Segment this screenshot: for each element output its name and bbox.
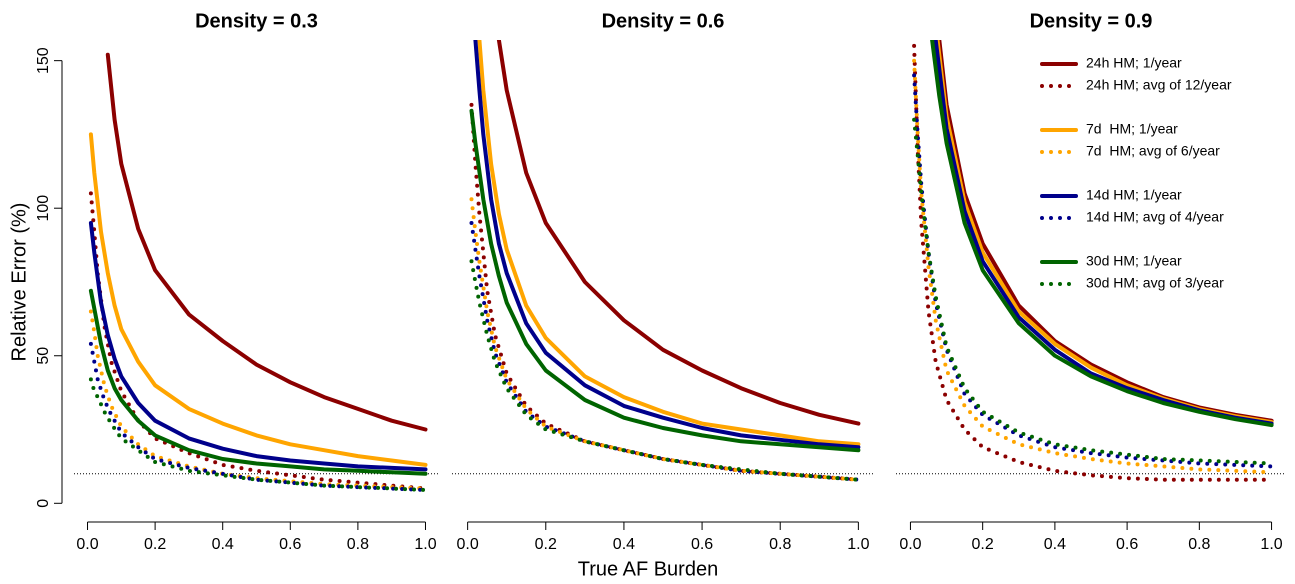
x-tick-label: 0.6: [1116, 536, 1138, 553]
x-tick-label: 1.0: [1260, 536, 1282, 553]
solid-line: [473, 40, 861, 450]
panel-title: Density = 0.6: [602, 10, 725, 32]
dotted-line: [912, 58, 1274, 475]
solid-line: [930, 40, 1274, 428]
plot-area: [88, 52, 428, 492]
y-tick-label: 50: [35, 347, 52, 365]
legend-label: 7d HM; avg of 6/year: [1086, 143, 1220, 159]
x-tick-label: 0.2: [144, 536, 166, 553]
y-tick-label: 100: [35, 195, 52, 222]
dotted-line: [912, 43, 1274, 482]
solid-line: [105, 52, 428, 432]
x-tick-label: 0.0: [76, 536, 98, 553]
solid-line: [88, 288, 428, 476]
dotted-line: [88, 377, 428, 492]
solid-line: [88, 221, 428, 472]
legend-label: 14d HM; avg of 4/year: [1086, 209, 1224, 225]
solid-line: [933, 40, 1274, 426]
solid-line: [935, 40, 1274, 425]
x-tick-label: 0.2: [972, 536, 994, 553]
plot-area: [912, 40, 1274, 482]
y-tick-label: 0: [35, 499, 52, 508]
x-tick-label: 1.0: [414, 536, 436, 553]
plot-area: [469, 40, 861, 482]
dotted-line: [469, 197, 861, 482]
x-tick-label: 0.4: [613, 536, 635, 553]
legend-label: 30d HM; 1/year: [1086, 253, 1182, 269]
solid-line: [88, 132, 428, 467]
legend-label: 24h HM; avg of 12/year: [1086, 77, 1232, 93]
x-tick-label: 0.6: [279, 536, 301, 553]
dotted-line: [469, 102, 861, 482]
x-tick-label: 0.8: [769, 536, 791, 553]
y-axis-label: Relative Error (%): [8, 203, 30, 362]
x-tick-label: 0.6: [691, 536, 713, 553]
legend-label: 24h HM; 1/year: [1086, 55, 1182, 71]
panel-title: Density = 0.9: [1030, 10, 1153, 32]
solid-line: [477, 40, 861, 447]
y-tick-label: 150: [35, 47, 52, 74]
dotted-line: [912, 117, 1274, 466]
dotted-line: [469, 221, 861, 482]
solid-line: [469, 108, 861, 453]
legend-label: 30d HM; avg of 3/year: [1086, 275, 1224, 291]
solid-line: [496, 40, 861, 426]
legend-label: 7d HM; 1/year: [1086, 121, 1178, 137]
x-tick-label: 0.4: [1044, 536, 1066, 553]
panel-title: Density = 0.3: [195, 10, 318, 32]
x-tick-label: 0.0: [899, 536, 921, 553]
legend-label: 14d HM; 1/year: [1086, 187, 1182, 203]
x-tick-label: 1.0: [847, 536, 869, 553]
x-tick-label: 0.4: [212, 536, 234, 553]
solid-line: [937, 40, 1274, 423]
x-tick-label: 0.2: [535, 536, 557, 553]
x-tick-label: 0.8: [1188, 536, 1210, 553]
x-axis-label: True AF Burden: [578, 558, 718, 580]
x-tick-label: 0.8: [347, 536, 369, 553]
x-tick-label: 0.0: [457, 536, 479, 553]
